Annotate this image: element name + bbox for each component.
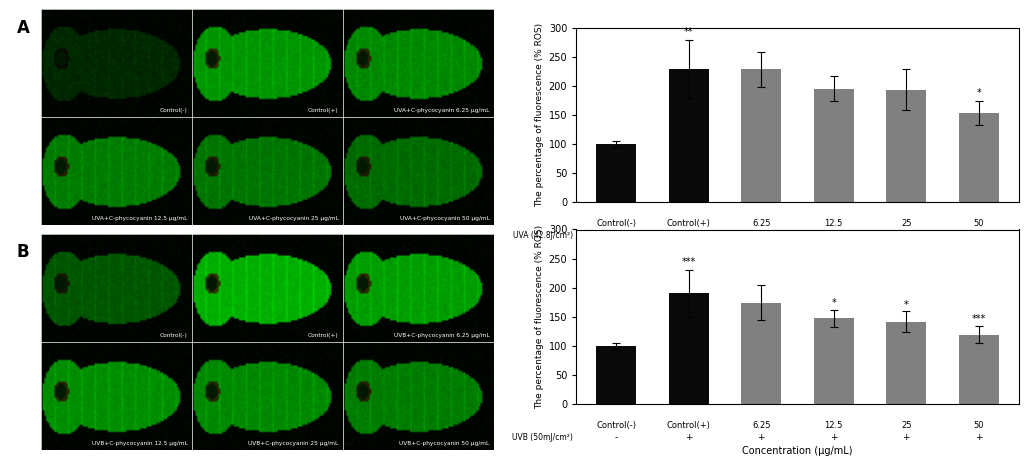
- Text: Control(+): Control(+): [308, 333, 339, 338]
- Bar: [741, 69, 781, 202]
- Bar: [886, 90, 926, 202]
- Bar: [597, 144, 636, 202]
- Text: *: *: [977, 89, 981, 99]
- Bar: [669, 69, 709, 202]
- Text: UVB+C-phycocyanin 25 μg/mL: UVB+C-phycocyanin 25 μg/mL: [248, 441, 339, 446]
- Text: 50: 50: [973, 219, 984, 229]
- Text: +: +: [757, 433, 765, 442]
- Text: Control(-): Control(-): [596, 421, 636, 431]
- Text: +: +: [830, 433, 838, 442]
- Text: 6.25: 6.25: [752, 219, 771, 229]
- Text: **: **: [684, 28, 694, 38]
- Y-axis label: The percentage of fluorescence (% ROS): The percentage of fluorescence (% ROS): [535, 224, 544, 409]
- Text: ***: ***: [971, 314, 986, 324]
- Bar: [597, 346, 636, 404]
- Text: UVA+C-phycocyanin 50 μg/mL: UVA+C-phycocyanin 50 μg/mL: [399, 216, 490, 221]
- Bar: [741, 303, 781, 404]
- Bar: [959, 335, 998, 404]
- Text: +: +: [902, 231, 910, 240]
- Text: UVB+C-phycocyanin 6.25 μg/mL: UVB+C-phycocyanin 6.25 μg/mL: [394, 333, 490, 338]
- Text: 50: 50: [973, 421, 984, 431]
- Text: 12.5: 12.5: [824, 219, 843, 229]
- Text: +: +: [685, 231, 693, 240]
- Text: ***: ***: [681, 257, 696, 267]
- Bar: [886, 322, 926, 404]
- Text: 6.25: 6.25: [752, 421, 771, 431]
- Text: 25: 25: [901, 421, 912, 431]
- Text: *: *: [831, 298, 837, 308]
- Text: UVB+C-phycocyanin 50 μg/mL: UVB+C-phycocyanin 50 μg/mL: [399, 441, 490, 446]
- Bar: [669, 293, 709, 404]
- Text: UVA+C-phycocyanin 6.25 μg/mL: UVA+C-phycocyanin 6.25 μg/mL: [394, 108, 490, 113]
- Text: A: A: [16, 18, 30, 37]
- Text: Concentration (μg/mL): Concentration (μg/mL): [742, 446, 853, 456]
- Text: +: +: [830, 231, 838, 240]
- Text: -: -: [614, 231, 617, 240]
- Text: +: +: [902, 433, 910, 442]
- Text: +: +: [974, 433, 983, 442]
- Text: 25: 25: [901, 219, 912, 229]
- Text: +: +: [685, 433, 693, 442]
- Text: UVA+C-phycocyanin 12.5 μg/mL: UVA+C-phycocyanin 12.5 μg/mL: [93, 216, 187, 221]
- Bar: [959, 113, 998, 202]
- Text: *: *: [903, 300, 909, 310]
- Bar: [814, 89, 854, 202]
- Text: UVB+C-phycocyanin 12.5 μg/mL: UVB+C-phycocyanin 12.5 μg/mL: [92, 441, 187, 446]
- Text: Control(+): Control(+): [667, 421, 711, 431]
- Text: UVB (50mJ/cm²): UVB (50mJ/cm²): [511, 433, 573, 442]
- Text: +: +: [757, 231, 765, 240]
- Text: Control(-): Control(-): [159, 333, 187, 338]
- Text: Control(+): Control(+): [308, 108, 339, 113]
- Bar: [814, 319, 854, 404]
- Text: B: B: [16, 243, 30, 262]
- Text: UVA (42.8J/cm²): UVA (42.8J/cm²): [512, 231, 573, 240]
- Y-axis label: The percentage of fluorescence (% ROS): The percentage of fluorescence (% ROS): [535, 22, 544, 207]
- Text: Concentration (μg/mL): Concentration (μg/mL): [742, 244, 853, 254]
- Text: Control(-): Control(-): [596, 219, 636, 229]
- Text: Control(-): Control(-): [159, 108, 187, 113]
- Text: -: -: [614, 433, 617, 442]
- Text: +: +: [974, 231, 983, 240]
- Text: UVA+C-phycocyanin 25 μg/mL: UVA+C-phycocyanin 25 μg/mL: [249, 216, 339, 221]
- Text: 12.5: 12.5: [824, 421, 843, 431]
- Text: Control(+): Control(+): [667, 219, 711, 229]
